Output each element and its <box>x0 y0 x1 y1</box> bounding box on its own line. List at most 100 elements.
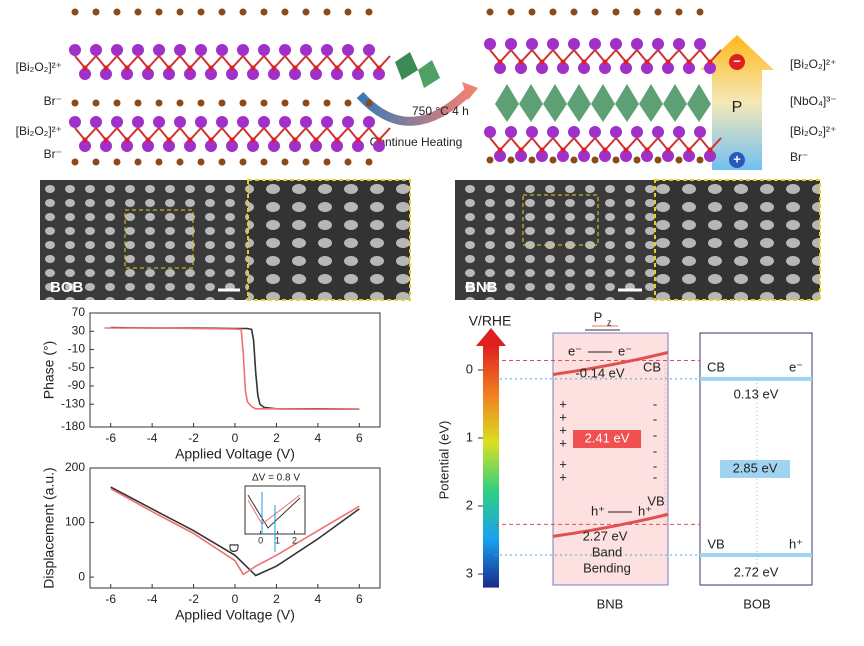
o-atom <box>644 147 650 153</box>
bi-atom <box>300 116 312 128</box>
o-atom <box>560 147 566 153</box>
bnb-box <box>552 332 669 586</box>
bi-atom <box>373 68 385 80</box>
o-atom <box>271 137 277 143</box>
br-atom <box>281 158 289 166</box>
br-atom <box>654 8 662 16</box>
o-atom <box>334 65 340 71</box>
o-atom <box>82 137 88 143</box>
x-tick-label: -4 <box>147 431 158 445</box>
bi-atom <box>526 126 538 138</box>
bi-atom <box>153 44 165 56</box>
bi-atom <box>673 126 685 138</box>
br-atom <box>113 99 121 107</box>
o-atom <box>229 137 235 143</box>
br-atom <box>612 156 620 164</box>
y-tick-label: 0 <box>78 569 85 583</box>
br-atom <box>176 99 184 107</box>
br-atom <box>155 158 163 166</box>
br-atom <box>507 8 515 16</box>
bi-atom <box>515 150 527 162</box>
br-atom <box>218 99 226 107</box>
bi-atom <box>331 68 343 80</box>
br-atom <box>549 8 557 16</box>
bi-atom <box>589 126 601 138</box>
bi-atom <box>184 140 196 152</box>
br-atom <box>365 158 373 166</box>
band-name: CB <box>707 359 725 374</box>
polarization-arrow <box>700 35 774 170</box>
br-atom <box>549 156 557 164</box>
field-sub: z <box>607 317 612 327</box>
o-atom <box>229 65 235 71</box>
o-atom <box>665 59 671 65</box>
bi-atom <box>132 44 144 56</box>
bi-atom <box>237 116 249 128</box>
bi-atom <box>205 68 217 80</box>
stem-image <box>455 180 655 300</box>
field-label: P <box>594 309 603 324</box>
o-atom <box>313 137 319 143</box>
br-atom <box>696 8 704 16</box>
br-atom <box>302 158 310 166</box>
bi-atom <box>589 38 601 50</box>
o-atom <box>518 59 524 65</box>
br-atom <box>365 99 373 107</box>
bi-atom <box>683 150 695 162</box>
bi-atom <box>484 126 496 138</box>
br-atom <box>155 8 163 16</box>
carrier: e⁻ <box>789 359 803 374</box>
carrier: h⁺ <box>591 503 605 518</box>
bi-atom <box>321 116 333 128</box>
y-tick-label: -130 <box>61 396 85 410</box>
o-atom <box>376 137 382 143</box>
bi-atom <box>310 140 322 152</box>
charge: - <box>653 443 657 458</box>
bi-atom <box>279 44 291 56</box>
bi-atom <box>174 44 186 56</box>
band-name: VB <box>647 493 664 508</box>
cb-value: 0.13 eV <box>734 386 779 401</box>
stem-zoom <box>654 179 821 301</box>
br-atom <box>675 156 683 164</box>
stem-image <box>40 180 248 300</box>
scale-head <box>476 328 506 346</box>
o-atom <box>686 59 692 65</box>
bi-atom <box>184 68 196 80</box>
o-atom <box>355 137 361 143</box>
o-atom <box>665 147 671 153</box>
br-atom <box>570 8 578 16</box>
br-atom <box>239 8 247 16</box>
y-tick-label: 100 <box>65 515 85 529</box>
data-line <box>110 486 360 577</box>
potential-scale <box>483 346 499 588</box>
plot-frame <box>89 467 381 589</box>
br-atom <box>486 156 494 164</box>
bi-atom <box>79 68 91 80</box>
o-atom <box>187 137 193 143</box>
data-line <box>110 487 360 576</box>
o-atom <box>707 147 713 153</box>
br-atom <box>323 99 331 107</box>
br-atom <box>633 8 641 16</box>
br-atom <box>71 158 79 166</box>
br-atom <box>591 156 599 164</box>
bi-atom <box>620 62 632 74</box>
neg-charge <box>729 54 745 70</box>
o-atom <box>166 65 172 71</box>
o-atom <box>376 65 382 71</box>
polarization-label: P <box>732 99 743 116</box>
charge: + <box>559 409 567 424</box>
bi-atom <box>226 140 238 152</box>
bi-atom <box>69 44 81 56</box>
bi-atom <box>599 62 611 74</box>
o-atom <box>271 65 277 71</box>
o-atom <box>539 59 545 65</box>
bi-atom <box>526 38 538 50</box>
br-atom <box>239 158 247 166</box>
bi-atom <box>258 116 270 128</box>
bi-atom <box>363 44 375 56</box>
o-atom <box>686 147 692 153</box>
o-atom <box>334 137 340 143</box>
y-tick-label: 1 <box>466 429 473 444</box>
